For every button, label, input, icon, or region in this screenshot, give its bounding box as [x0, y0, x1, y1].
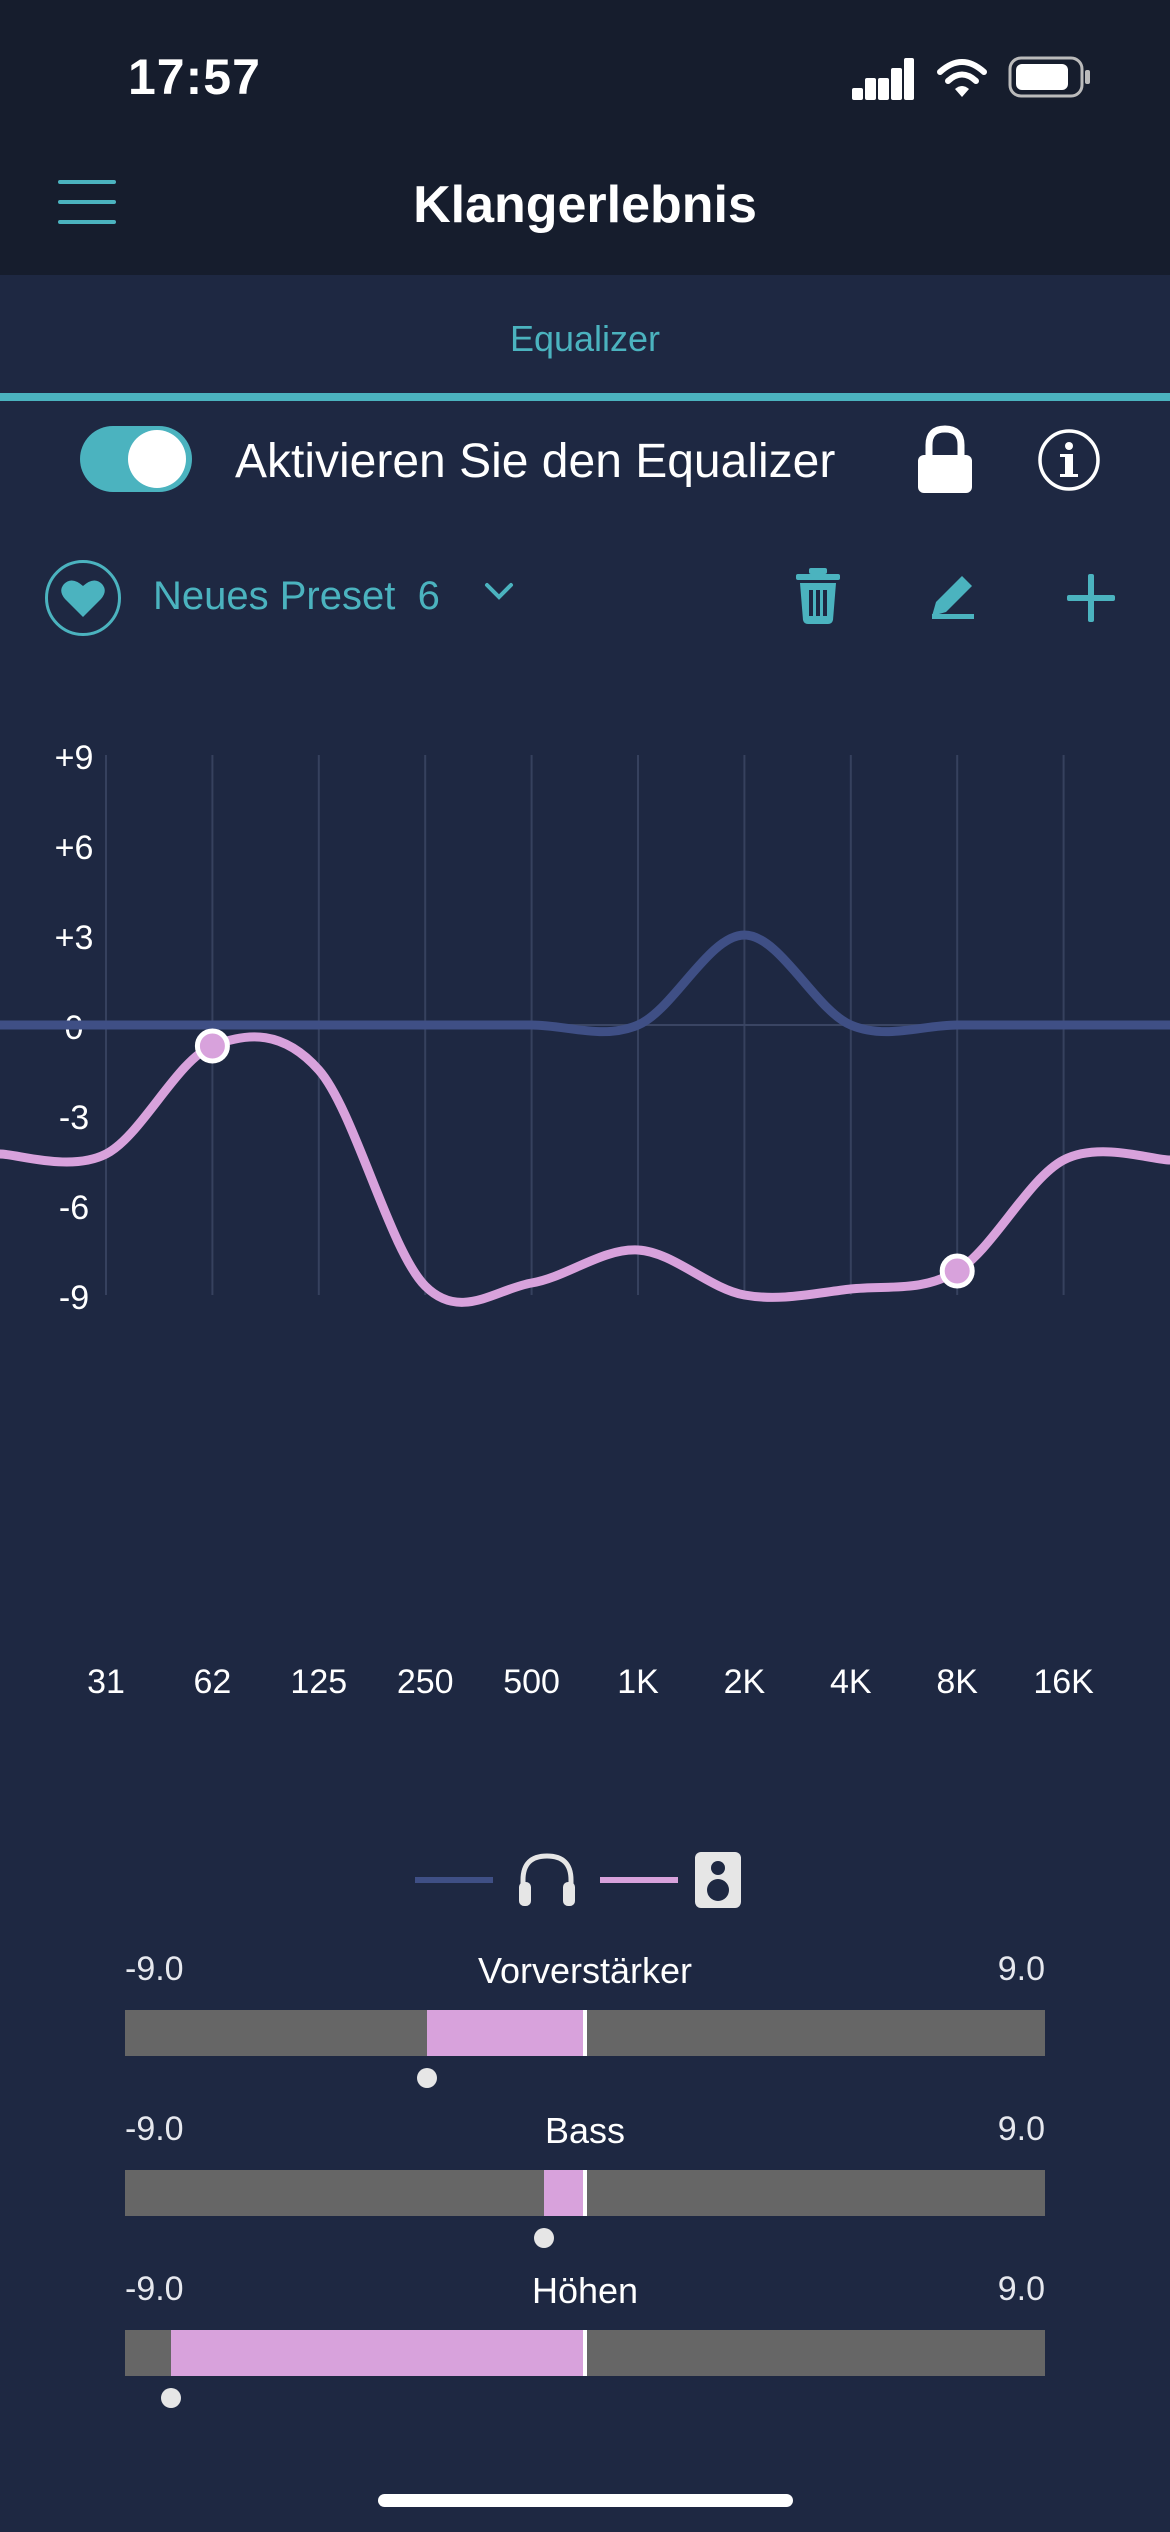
chart-legend — [415, 1852, 741, 1908]
x-tick-label: 31 — [87, 1663, 125, 1701]
wifi-icon — [937, 59, 987, 97]
slider-track[interactable] — [125, 2170, 1045, 2216]
eq-control-point[interactable] — [939, 1253, 975, 1289]
equalizer-chart[interactable]: +9+6+30-3-6-9 31 62 125 250 500 1K 2K 4K 8K 16K — [0, 700, 1170, 1740]
equalizer-toggle-label: Aktivieren Sie den Equalizer — [235, 435, 836, 488]
plus-icon[interactable] — [1065, 572, 1117, 624]
x-tick-label: 500 — [503, 1663, 560, 1701]
x-tick-label: 1K — [617, 1663, 659, 1701]
preset-selector[interactable]: Neues Preset 6 — [153, 574, 440, 618]
slider-title: Vorverstärker — [477, 1950, 693, 1991]
slider-fill — [544, 2170, 585, 2216]
x-tick-label: 62 — [193, 1663, 231, 1701]
y-tick-label: -9 — [59, 1279, 89, 1317]
favorite-button[interactable] — [45, 560, 121, 636]
eq-control-point[interactable] — [194, 1028, 230, 1064]
slider-center-mark — [583, 2170, 587, 2216]
slider-min-label: -9.0 — [125, 2110, 184, 2148]
top-bar — [0, 0, 1170, 275]
heart-icon — [61, 580, 105, 617]
slider-handle[interactable] — [534, 2228, 555, 2248]
slider-handle[interactable] — [161, 2388, 181, 2408]
slider-center-mark — [583, 2010, 587, 2056]
slider-track[interactable] — [125, 2010, 1045, 2056]
slider-preamp: -9.0 Vorverstärker 9.0 — [125, 1950, 1045, 2100]
slider-title: Höhen — [531, 2270, 639, 2311]
lock-icon[interactable] — [915, 425, 975, 495]
cellular-signal-icon — [852, 58, 914, 100]
battery-icon — [1008, 56, 1090, 98]
info-icon[interactable] — [1037, 428, 1101, 492]
home-indicator — [378, 2494, 793, 2507]
y-tick-label: -3 — [59, 1099, 89, 1137]
y-tick-label: +3 — [55, 919, 94, 957]
slider-track[interactable] — [125, 2330, 1045, 2376]
y-tick-label: -6 — [59, 1189, 89, 1227]
series-line-speaker — [0, 1032, 1170, 1307]
toggle-knob — [128, 430, 186, 488]
slider-center-mark — [583, 2330, 587, 2376]
x-tick-label: 8K — [936, 1663, 978, 1701]
slider-min-label: -9.0 — [125, 2270, 184, 2308]
series-line-headphones — [0, 930, 1170, 1037]
tab-equalizer[interactable]: Equalizer — [509, 318, 661, 359]
headphones-icon — [519, 1853, 575, 1906]
y-tick-label: +9 — [55, 739, 94, 777]
x-tick-label: 2K — [724, 1663, 766, 1701]
slider-bass: -9.0 Bass 9.0 — [125, 2110, 1045, 2260]
slider-title: Bass — [544, 2110, 626, 2151]
trash-icon[interactable] — [795, 568, 841, 624]
slider-max-label: 9.0 — [997, 1950, 1045, 1988]
slider-max-label: 9.0 — [997, 2110, 1045, 2148]
hamburger-menu-icon[interactable] — [58, 180, 116, 224]
slider-fill — [171, 2330, 585, 2376]
slider-fill — [426, 2010, 585, 2056]
tab-bar — [0, 275, 1170, 393]
tab-active-indicator — [0, 393, 1170, 401]
x-tick-label: 4K — [830, 1663, 872, 1701]
x-tick-label: 16K — [1033, 1663, 1094, 1701]
slider-max-label: 9.0 — [997, 2270, 1045, 2308]
y-tick-label: +6 — [55, 829, 94, 867]
speaker-icon — [695, 1852, 741, 1908]
slider-treble: -9.0 Höhen 9.0 — [125, 2270, 1045, 2420]
slider-min-label: -9.0 — [125, 1950, 184, 1988]
slider-handle[interactable] — [416, 2068, 437, 2088]
x-tick-label: 125 — [290, 1663, 347, 1701]
status-time: 17:57 — [128, 49, 261, 105]
chevron-down-icon[interactable] — [484, 580, 514, 604]
x-tick-label: 250 — [397, 1663, 454, 1701]
equalizer-toggle[interactable] — [80, 426, 192, 492]
page-title: Klangerlebnis — [413, 176, 757, 234]
edit-icon[interactable] — [928, 570, 978, 620]
